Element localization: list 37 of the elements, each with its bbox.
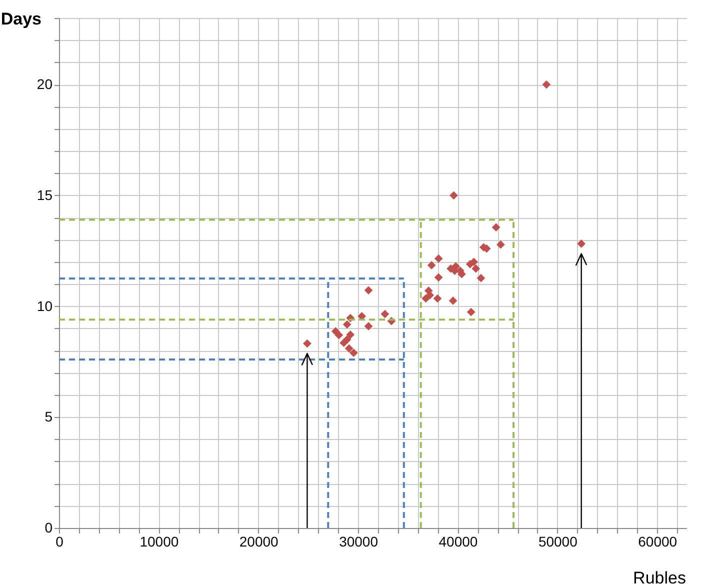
x-axis-title: Rubles xyxy=(633,568,686,586)
point xyxy=(466,308,476,316)
point xyxy=(303,339,312,348)
y-tick-label: 15 xyxy=(36,186,53,203)
x-tick-label: 20000 xyxy=(239,534,279,550)
point xyxy=(476,274,486,282)
point xyxy=(364,322,373,330)
x-tick-label: 30000 xyxy=(339,534,378,550)
point xyxy=(433,294,442,303)
point xyxy=(434,254,443,263)
y-tick-label: 0 xyxy=(44,520,53,536)
point xyxy=(346,330,355,339)
point xyxy=(340,338,348,348)
point xyxy=(496,240,505,249)
point xyxy=(492,223,500,232)
x-tick-label: 50000 xyxy=(538,534,578,550)
point xyxy=(349,348,358,358)
point xyxy=(472,264,480,273)
point xyxy=(434,273,443,282)
y-tick-label: 5 xyxy=(44,408,53,425)
point xyxy=(427,261,436,270)
y-tick-label: 20 xyxy=(36,76,53,92)
y-tick-label: 10 xyxy=(36,298,53,314)
point xyxy=(344,344,354,353)
x-tick-label: 10000 xyxy=(140,534,179,550)
point xyxy=(380,310,390,318)
x-tick-label: 0 xyxy=(56,534,64,550)
point xyxy=(542,80,551,89)
x-tick-label: 60000 xyxy=(638,534,678,550)
point xyxy=(334,330,344,340)
point xyxy=(342,320,352,329)
point xyxy=(450,191,458,200)
y-axis-title: Days xyxy=(0,10,42,28)
point xyxy=(364,286,373,294)
point xyxy=(448,296,458,305)
x-tick-label: 40000 xyxy=(438,534,478,550)
point xyxy=(577,240,586,248)
